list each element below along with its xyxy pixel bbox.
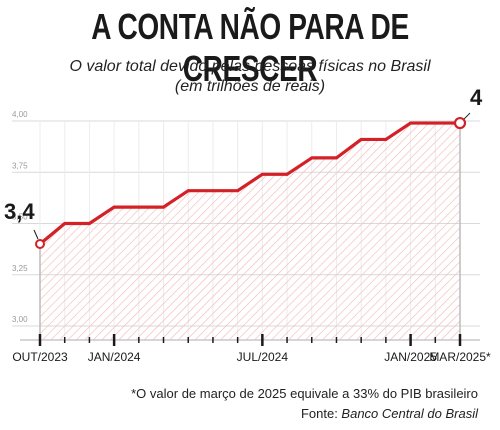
chart-subtitle: O valor total devido pelas pessoas físic… <box>69 58 431 75</box>
y-tick-label: 4,00 <box>12 110 28 119</box>
end-value-label: 4 <box>470 85 483 110</box>
x-tick-label: OUT/2023 <box>12 350 68 364</box>
y-tick-label: 3,00 <box>12 315 28 324</box>
x-tick-label: JUL/2024 <box>237 350 289 364</box>
end-label-pointer <box>463 112 471 120</box>
y-tick-label: 3,50 <box>12 213 28 222</box>
chart-subtitle-unit: (em trilhões de reais) <box>174 78 326 95</box>
x-tick-label: JAN/2025 <box>384 350 437 364</box>
area-fill <box>40 123 460 340</box>
data-point <box>384 137 388 141</box>
source-name: Banco Central do Brasil <box>341 406 478 421</box>
x-tick-label: JAN/2024 <box>88 350 141 364</box>
y-tick-label: 3,75 <box>12 161 28 170</box>
footnote: *O valor de março de 2025 equivale a 33%… <box>131 386 478 401</box>
series-path <box>38 121 460 246</box>
data-point <box>334 156 338 160</box>
hatched-area <box>39 123 461 340</box>
data-point <box>137 205 141 209</box>
source-note: Fonte: Banco Central do Brasil <box>301 406 478 421</box>
data-point <box>63 222 67 225</box>
end-markers: 3,44 <box>4 85 483 249</box>
data-point <box>433 121 437 125</box>
data-point <box>211 189 215 193</box>
end-marker <box>453 116 467 130</box>
start-label-pointer <box>33 229 39 240</box>
data-point <box>186 189 190 193</box>
data-point <box>112 205 116 209</box>
x-axis: OUT/2023 JAN/2024 JUL/2024 JAN/2025MAR/2025… <box>12 334 491 364</box>
y-tick-label: 3,25 <box>12 264 28 273</box>
data-point <box>285 172 289 176</box>
source-prefix: Fonte: <box>300 406 342 421</box>
data-point <box>162 205 166 209</box>
x-tick-label: MAR/2025* <box>429 350 491 364</box>
series-line <box>38 121 462 246</box>
start-value-label: 3,4 <box>4 199 35 224</box>
data-point <box>310 156 314 160</box>
data-point <box>260 172 264 176</box>
data-point <box>87 222 91 225</box>
data-point <box>236 189 240 193</box>
y-tick-labels: 3,00 3,25 3,50 3,75 4,00 <box>12 110 28 324</box>
chart-title: A CONTA NÃO PARA DE CRESCER <box>91 6 409 89</box>
data-point <box>409 121 413 125</box>
data-point <box>359 137 363 141</box>
start-marker <box>35 239 45 249</box>
